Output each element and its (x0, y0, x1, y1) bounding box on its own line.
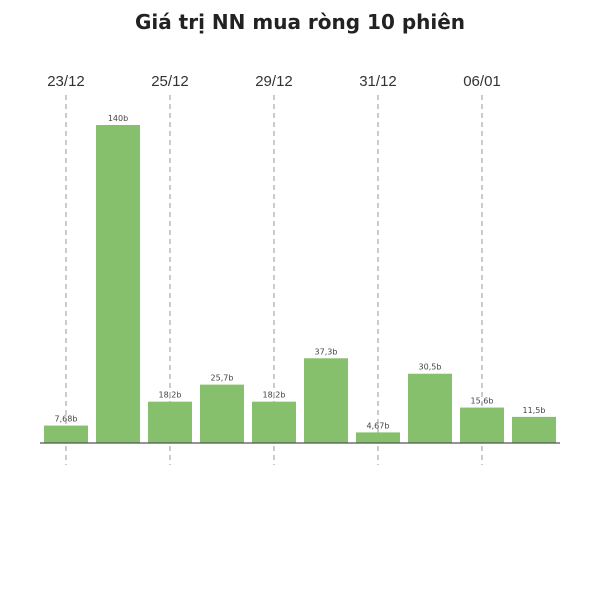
data-label: 37,3b (315, 347, 338, 356)
data-label: 7,68b (55, 415, 78, 424)
bar (96, 125, 140, 443)
bar (408, 373, 452, 443)
bar (44, 425, 88, 443)
data-label: 18,2b (263, 391, 286, 400)
data-label: 11,5b (523, 406, 546, 415)
data-label: 30,5b (419, 363, 442, 372)
bar (252, 401, 296, 443)
x-tick-label: 29/12 (255, 73, 293, 90)
bar (200, 384, 244, 443)
x-tick-label: 31/12 (359, 73, 397, 90)
bar (304, 358, 348, 443)
data-label: 4,67b (367, 421, 390, 430)
x-tick-label: 23/12 (47, 73, 85, 90)
data-label: 25,7b (211, 374, 234, 383)
x-tick-label: 25/12 (151, 73, 189, 90)
data-label: 15,6b (471, 397, 494, 406)
bar (512, 416, 556, 443)
chart-title: Giá trị NN mua ròng 10 phiên (134, 10, 466, 34)
data-label: 140b (108, 114, 128, 123)
bar (356, 432, 400, 443)
data-label: 18,2b (159, 391, 182, 400)
bar (148, 401, 192, 443)
x-tick-label: 06/01 (463, 73, 501, 90)
bar (460, 407, 504, 443)
